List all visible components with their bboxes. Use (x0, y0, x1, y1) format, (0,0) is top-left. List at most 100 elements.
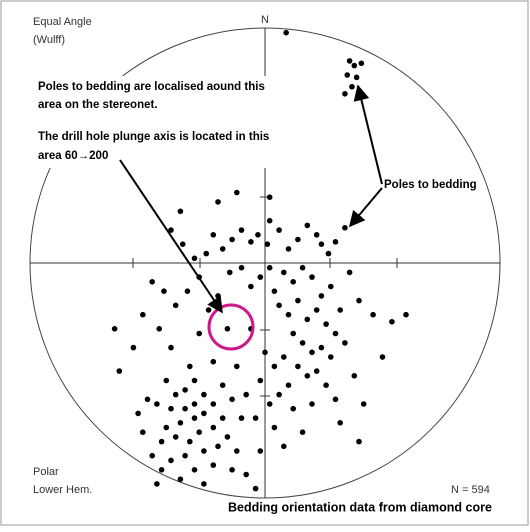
pole (299, 429, 306, 436)
pole (313, 232, 320, 238)
pole (215, 199, 221, 205)
pole (328, 354, 334, 360)
pole (154, 401, 160, 407)
annotation: Poles to bedding (384, 179, 477, 191)
pole (201, 481, 207, 487)
pole (201, 448, 207, 454)
pole (130, 344, 137, 351)
pole (358, 60, 365, 67)
pole (271, 288, 278, 295)
pole (158, 467, 165, 473)
annotation: area on the stereonet. (38, 99, 158, 111)
pole (224, 326, 231, 332)
pole (295, 297, 301, 304)
pole (332, 396, 339, 403)
pole (179, 241, 186, 247)
pole (257, 377, 264, 384)
pole (243, 391, 249, 398)
pole (257, 448, 264, 454)
pole (111, 326, 118, 332)
pole (234, 448, 240, 454)
pole (229, 396, 235, 403)
pole (349, 83, 355, 90)
pole (219, 415, 226, 421)
pole (149, 279, 155, 285)
pole (304, 316, 311, 323)
pole (281, 443, 287, 450)
annotation: area 60→200 (38, 150, 108, 162)
pole (161, 288, 167, 295)
pole (168, 344, 174, 351)
pole (285, 382, 292, 389)
pole (191, 415, 198, 421)
pole (168, 227, 174, 233)
pole (332, 330, 339, 337)
pole (168, 457, 174, 464)
pole (201, 410, 207, 417)
pole (346, 269, 353, 276)
pole (285, 311, 292, 318)
pole (140, 311, 146, 318)
annotation-bg (34, 76, 274, 168)
pole (172, 302, 179, 309)
projection-note: (Wulff) (33, 34, 65, 46)
pole (135, 410, 141, 417)
pole (295, 236, 301, 243)
pole (323, 321, 329, 327)
count-label: N = 594 (451, 484, 490, 496)
pole (226, 269, 233, 276)
arrow (353, 84, 383, 185)
pole (238, 264, 245, 271)
pole (191, 255, 198, 262)
pole (266, 401, 273, 407)
pole (370, 311, 376, 318)
pole (196, 429, 202, 436)
pole (318, 344, 325, 351)
pole (191, 467, 198, 473)
pole (271, 424, 278, 431)
pole (276, 227, 282, 233)
pole (144, 396, 151, 403)
north-label: N (261, 14, 269, 26)
pole (262, 349, 268, 356)
pole (210, 401, 217, 407)
pole (255, 232, 261, 238)
pole (295, 363, 301, 370)
plot-type: Polar (33, 466, 59, 478)
pole (205, 307, 212, 313)
pole (203, 250, 210, 257)
pole (353, 74, 360, 81)
pole (325, 250, 332, 257)
hemisphere: Lower Hem. (33, 484, 92, 496)
pole (346, 58, 353, 64)
pole (215, 293, 221, 299)
pole (156, 326, 163, 332)
pole (304, 222, 311, 229)
pole (140, 429, 146, 436)
caption: Bedding orientation data from diamond co… (228, 500, 492, 514)
pole (271, 363, 278, 370)
pole (309, 349, 315, 356)
pole (281, 269, 287, 276)
pole (266, 217, 273, 224)
pole (257, 274, 264, 280)
pole (318, 241, 325, 247)
pole (328, 283, 334, 290)
pole (187, 363, 193, 370)
pole (281, 354, 287, 360)
points (111, 29, 409, 492)
pole (309, 401, 315, 407)
pole (224, 434, 231, 440)
pole (229, 236, 235, 243)
pole (337, 307, 344, 313)
pole (234, 363, 240, 370)
pole (184, 288, 191, 295)
pole (252, 485, 259, 492)
pole (344, 72, 351, 78)
pole (266, 264, 273, 271)
pole (158, 438, 165, 445)
pole (290, 330, 297, 337)
pole (290, 279, 297, 285)
pole (243, 471, 249, 478)
